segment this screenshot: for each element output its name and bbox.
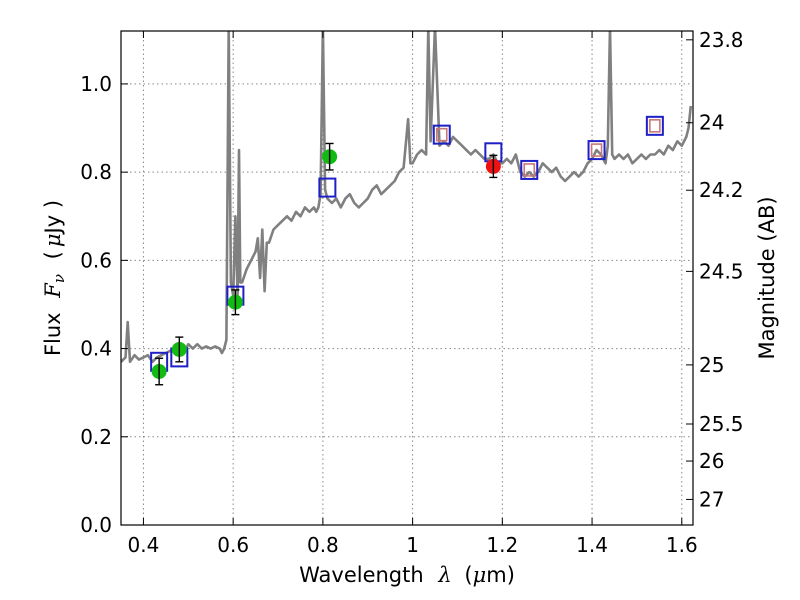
model-box-marker [432,124,451,145]
y-tick-label: 0.6 [80,248,112,272]
x-tick-label: 0.6 [217,533,249,557]
y2-tick-label: 25.5 [699,412,744,436]
model-inner-marker [435,127,448,142]
spectrum-line [121,31,693,364]
y2-tick-label: 25 [699,353,724,377]
x-tick-label: 1.4 [576,533,608,557]
ticks: 0.4 0.6 0.8 1 1.2 1.4 1.6 0.0 0.2 0.4 0.6 0.8 1.0 23.… [80,28,743,557]
model-box-marker [587,140,606,161]
x-tick-label: 1.2 [486,533,518,557]
model-inner-marker [590,143,603,157]
y2-tick-label: 24 [699,111,724,135]
y2-tick-label: 24.2 [699,178,744,202]
y2-tick-label: 26 [699,449,724,473]
x-axis-label: Wavelength λ (μm) [299,563,515,587]
y2-tick-label: 23.8 [699,28,744,52]
x-tick-label: 1 [406,533,419,557]
x-tick-label: 0.8 [307,533,339,557]
model-inner-marker [523,163,536,177]
y-tick-label: 0.4 [80,337,112,361]
y2-tick-label: 24.5 [699,259,744,283]
y-tick-label: 0.2 [80,425,112,449]
y-tick-label: 0.0 [80,513,112,537]
y-axis-label: Flux Fν (μJy ) [41,200,69,356]
y2-tick-label: 27 [699,487,724,511]
grid [121,31,693,526]
model-inner-marker [649,119,661,133]
y-tick-label: 1.0 [80,72,112,96]
errorbar-layer [155,142,498,386]
plot-frame [120,30,694,526]
data-layer [121,31,693,380]
model-box-marker [520,159,539,180]
y2-axis-label: Magnitude (AB) [755,196,779,359]
x-tick-label: 1.6 [666,533,698,557]
x-tick-label: 0.4 [128,533,160,557]
y-tick-label: 0.8 [80,160,112,184]
model-box-marker [318,177,337,198]
model-box-marker [645,115,664,136]
